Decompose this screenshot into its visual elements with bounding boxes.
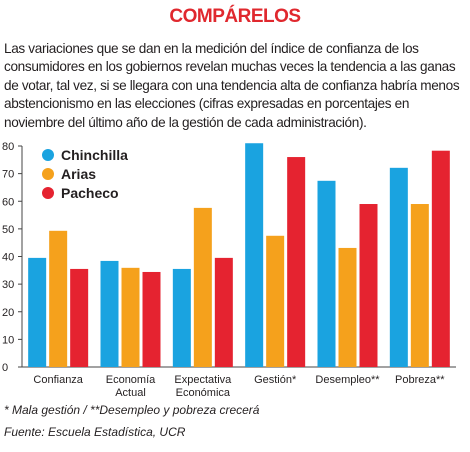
legend-marker <box>42 168 54 180</box>
bar <box>172 268 191 367</box>
x-tick-label: Economía Actual <box>106 374 156 399</box>
y-tick-label: 10 <box>2 334 14 346</box>
bar <box>389 167 408 367</box>
y-tick-label: 20 <box>2 307 14 319</box>
bar <box>121 267 140 367</box>
legend-label: Pacheco <box>61 185 119 201</box>
x-tick-label: Expectativa Económica <box>174 374 232 399</box>
x-tick-label: Confianza <box>33 374 83 386</box>
bar <box>287 157 306 367</box>
chart-title: COMPÁRELOS <box>169 6 301 27</box>
legend-label: Chinchilla <box>61 147 128 163</box>
bar <box>431 150 450 367</box>
bar <box>193 207 212 367</box>
bar <box>245 143 264 367</box>
bar <box>359 204 378 367</box>
legend-marker <box>42 187 54 199</box>
bar <box>266 235 285 367</box>
x-tick-label: Pobreza** <box>395 374 445 386</box>
bar <box>100 260 119 367</box>
y-tick-label: 70 <box>2 169 14 181</box>
y-tick-label: 80 <box>2 141 14 153</box>
bar <box>410 204 429 367</box>
bar <box>317 180 336 367</box>
source: Fuente: Escuela Estadística, UCR <box>4 425 186 439</box>
intro-text: Las variaciones que se dan en la medició… <box>4 41 460 130</box>
x-tick-label: Gestión* <box>254 374 297 386</box>
bar <box>338 247 357 367</box>
y-tick-label: 0 <box>2 362 8 374</box>
y-tick-label: 40 <box>2 252 14 264</box>
legend-marker <box>42 149 54 161</box>
bar <box>49 230 68 367</box>
bar <box>142 271 161 367</box>
legend-label: Arias <box>61 166 96 182</box>
y-tick-label: 50 <box>2 224 14 236</box>
bar <box>28 257 47 367</box>
footnote: * Mala gestión / **Desempleo y pobreza c… <box>4 403 260 417</box>
y-tick-label: 30 <box>2 279 14 291</box>
bar <box>214 257 233 367</box>
bar <box>70 268 89 367</box>
x-tick-label: Desempleo** <box>315 374 380 386</box>
y-tick-label: 60 <box>2 196 14 208</box>
